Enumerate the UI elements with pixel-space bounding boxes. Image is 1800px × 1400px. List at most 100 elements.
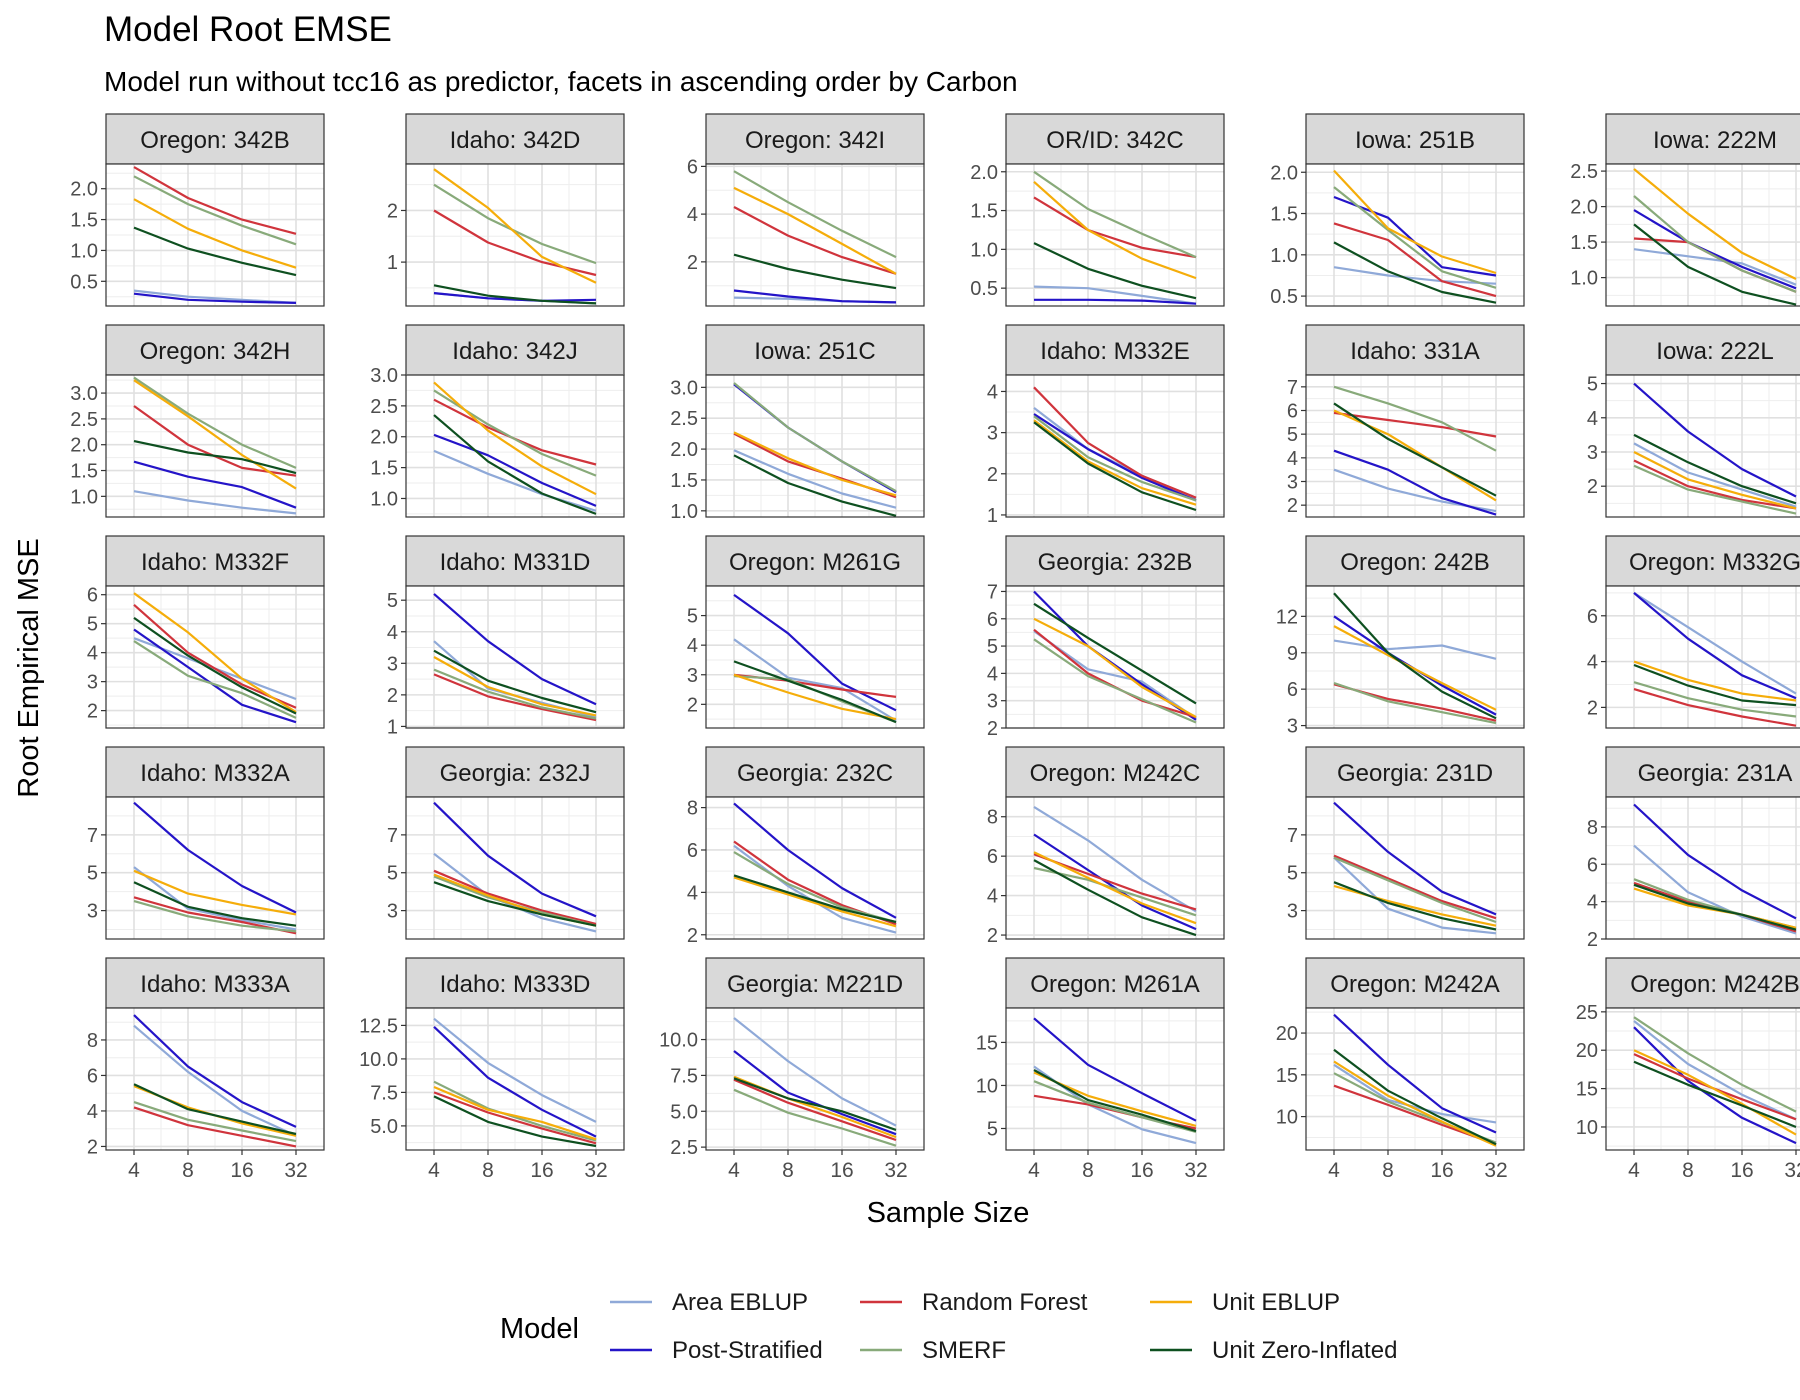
y-tick-label: 3 — [987, 691, 998, 713]
series-line — [1034, 298, 1197, 305]
x-tick-label: 16 — [530, 1159, 553, 1182]
series-line — [1033, 242, 1197, 300]
panel-background — [1606, 586, 1800, 728]
series-line — [133, 175, 297, 246]
panel-background — [1606, 164, 1800, 306]
facet-strip — [1005, 957, 1225, 1009]
facet-strip — [1305, 324, 1525, 376]
series-line — [1033, 1017, 1197, 1122]
y-tick-label: 1.0 — [670, 501, 698, 523]
facet-title: Georgia: 231D — [1337, 760, 1493, 787]
series-line — [1333, 266, 1497, 285]
panel-border — [1005, 163, 1225, 307]
y-tick-label: 8 — [87, 1030, 98, 1052]
series-line — [1333, 241, 1497, 304]
y-tick-label: 2 — [387, 685, 398, 707]
legend-label: Post-Stratified — [672, 1337, 823, 1364]
y-tick-label: 5 — [1287, 863, 1298, 885]
y-tick-label: 10.0 — [659, 1030, 698, 1052]
legend-title: Model — [500, 1313, 579, 1345]
x-tick-label: 8 — [1382, 1159, 1394, 1182]
facet-strip — [705, 324, 925, 376]
y-tick-label: 5 — [987, 636, 998, 658]
series-line — [133, 490, 297, 515]
series-line — [733, 206, 897, 275]
chart-subtitle: Model run without tcc16 as predictor, fa… — [104, 66, 1018, 97]
series-line — [433, 1091, 597, 1145]
series-line — [133, 460, 297, 509]
y-tick-label: 1.5 — [1570, 232, 1598, 254]
y-tick-label: 12 — [1276, 606, 1298, 628]
facet-panel: Iowa: 251C 1.0 1.5 2.0 2.5 3.0 — [670, 324, 925, 523]
y-tick-label: 1.5 — [370, 458, 398, 480]
y-tick-label: 2.0 — [1570, 197, 1598, 219]
panel-border — [1305, 163, 1525, 307]
series-line — [1633, 592, 1797, 700]
y-tick-label: 5.0 — [670, 1101, 698, 1123]
y-tick-label: 2 — [1287, 495, 1298, 517]
y-tick-label: 3 — [387, 901, 398, 923]
series-line — [433, 869, 597, 925]
y-tick-label: 2 — [387, 200, 398, 222]
series-line — [433, 381, 597, 496]
y-tick-label: 6 — [1287, 401, 1298, 423]
panel-border — [705, 1007, 925, 1151]
series-line — [133, 640, 297, 719]
y-tick-label: 1.5 — [70, 461, 98, 483]
y-tick-label: 3 — [687, 665, 698, 687]
series-line — [1633, 688, 1797, 727]
series-line — [133, 592, 297, 714]
y-tick-label: 5 — [687, 606, 698, 628]
facet-strip — [105, 113, 325, 165]
series-line — [1333, 854, 1497, 920]
y-tick-label: 10 — [1276, 1107, 1298, 1129]
y-tick-label: 4 — [1587, 652, 1598, 674]
series-line — [433, 209, 597, 277]
series-line — [133, 616, 297, 715]
facet-title: Oregon: 242B — [1340, 549, 1489, 576]
x-tick-label: 4 — [1628, 1159, 1640, 1182]
x-tick-label: 32 — [584, 1159, 607, 1182]
y-tick-label: 0.5 — [1270, 286, 1298, 308]
series-line — [1633, 1026, 1797, 1145]
series-line — [133, 226, 297, 277]
series-line — [1333, 411, 1497, 438]
y-tick-label: 1.0 — [1270, 245, 1298, 267]
x-tick-label: 16 — [1130, 1159, 1153, 1182]
y-tick-label: 1.5 — [1270, 204, 1298, 226]
series-line — [433, 593, 597, 706]
series-line — [433, 449, 597, 512]
series-line — [1333, 682, 1497, 725]
y-tick-label: 3 — [1587, 442, 1598, 464]
facet-panel: Idaho: 342J 1.0 1.5 2.0 2.5 3.0 — [370, 324, 625, 518]
x-tick-label: 16 — [830, 1159, 853, 1182]
y-tick-label: 5 — [87, 614, 98, 636]
panel-border — [1305, 796, 1525, 940]
y-tick-label: 2.0 — [1270, 162, 1298, 184]
x-tick-label: 16 — [230, 1159, 253, 1182]
facet-title: Oregon: 342B — [140, 127, 289, 154]
y-tick-label: 6 — [87, 585, 98, 607]
x-tick-label: 4 — [128, 1159, 140, 1182]
y-tick-label: 5 — [987, 1118, 998, 1140]
series-line — [433, 649, 597, 714]
y-tick-label: 0.5 — [970, 278, 998, 300]
y-tick-label: 5 — [387, 863, 398, 885]
facet-title: Idaho: 342J — [452, 338, 577, 365]
facet-panel: Oregon: M332G 2 4 6 — [1587, 535, 1800, 729]
series-line — [1033, 421, 1197, 512]
facet-strip — [1605, 957, 1800, 1009]
y-tick-label: 2 — [1587, 476, 1598, 498]
facet-strip — [1305, 746, 1525, 798]
series-line — [1633, 883, 1797, 931]
x-tick-label: 32 — [1784, 1159, 1800, 1182]
series-line — [133, 900, 297, 933]
legend-label: SMERF — [922, 1337, 1006, 1364]
series-line — [1633, 451, 1797, 510]
x-tick-label: 4 — [1328, 1159, 1340, 1182]
facet-strip — [405, 535, 625, 587]
series-line — [1033, 180, 1197, 280]
facet-strip — [705, 535, 925, 587]
y-tick-label: 2 — [687, 925, 698, 947]
